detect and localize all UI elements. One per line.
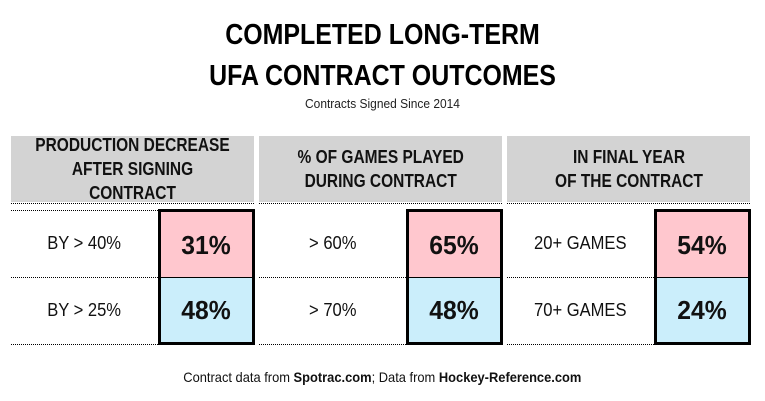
value-cell-low: 24% [654, 277, 751, 345]
source-footer-text: Contract data from Spotrac.com; Data fro… [183, 369, 581, 385]
divider [259, 344, 406, 345]
footer-middle: ; Data from [371, 369, 440, 385]
footer-prefix: Contract data from [183, 369, 294, 385]
value-cell-high: 31% [158, 209, 255, 279]
column-header-text: PRODUCTION DECREASE AFTER SIGNING CONTRA… [35, 135, 230, 203]
subtitle: Contracts Signed Since 2014 [305, 96, 460, 111]
row-label-text: BY > 40% [47, 233, 122, 253]
row-label-text: BY > 25% [47, 300, 122, 320]
divider [507, 203, 750, 204]
row-label: BY > 40% [11, 210, 158, 277]
value-text: 24% [677, 294, 728, 325]
column-header-production-decrease: PRODUCTION DECREASE AFTER SIGNING CONTRA… [11, 135, 254, 203]
column-header-text: IN FINAL YEAR OF THE CONTRACT [554, 147, 703, 191]
row-label: > 60% [259, 210, 406, 277]
value-text: 48% [429, 294, 480, 325]
row-label: > 70% [259, 277, 406, 344]
value-cell-high: 54% [654, 209, 751, 279]
divider [11, 277, 158, 278]
row-label: 20+ GAMES [507, 210, 654, 277]
divider [11, 203, 254, 204]
source-spotrac: Spotrac.com [293, 369, 372, 385]
value-text: 65% [429, 229, 480, 260]
value-cell-low: 48% [406, 277, 503, 345]
divider [259, 277, 406, 278]
divider [507, 344, 654, 345]
value-text: 48% [181, 294, 232, 325]
row-label-text: > 70% [308, 300, 357, 320]
source-footer: Contract data from Spotrac.com; Data fro… [0, 369, 765, 385]
column-header-text: % OF GAMES PLAYED DURING CONTRACT [297, 147, 464, 191]
value-cell-high: 65% [406, 209, 503, 279]
value-text: 31% [181, 229, 232, 260]
value-cell-low: 48% [158, 277, 255, 345]
divider [11, 210, 158, 211]
row-label-text: > 60% [308, 233, 357, 253]
row-label: BY > 25% [11, 277, 158, 344]
row-label-text: 70+ GAMES [534, 300, 627, 320]
source-hockey-reference: Hockey-Reference.com [439, 369, 582, 385]
title-line-2: UFA CONTRACT OUTCOMES [209, 60, 556, 92]
row-label-text: 20+ GAMES [534, 233, 627, 253]
divider [11, 344, 158, 345]
row-label: 70+ GAMES [507, 277, 654, 344]
column-header-final-year: IN FINAL YEAR OF THE CONTRACT [507, 136, 750, 202]
column-header-games-played: % OF GAMES PLAYED DURING CONTRACT [259, 136, 502, 202]
divider [507, 277, 654, 278]
divider [259, 203, 502, 204]
title-line-1: COMPLETED LONG-TERM [225, 19, 540, 51]
value-text: 54% [677, 229, 728, 260]
